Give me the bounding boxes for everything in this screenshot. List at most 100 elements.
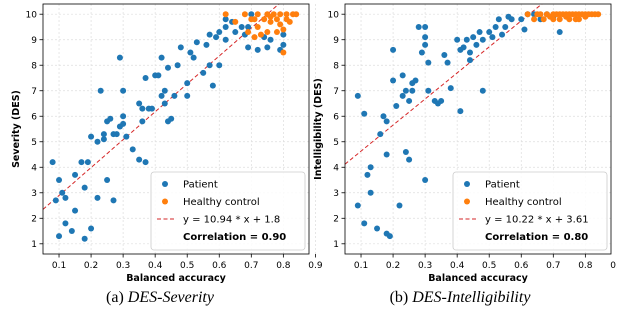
legend: Patient Healthy control y = 10.22 * x + 3.… <box>452 171 608 251</box>
patient-point <box>49 159 56 166</box>
control-point <box>531 16 538 23</box>
patient-point <box>425 87 432 94</box>
control-point <box>575 16 582 23</box>
patient-point <box>460 44 467 51</box>
patient-point <box>113 131 120 138</box>
patient-point <box>100 131 107 138</box>
control-point <box>232 18 239 25</box>
patient-point <box>518 16 525 23</box>
patient-point <box>107 115 114 122</box>
control-point <box>254 11 261 18</box>
y-axis-label: Intelligibility (DES) <box>313 78 324 180</box>
patient-point <box>164 64 171 71</box>
patient-point <box>94 138 101 145</box>
patient-point <box>52 197 59 204</box>
patient-point <box>81 235 88 242</box>
patient-point <box>486 29 493 36</box>
control-point <box>277 11 284 18</box>
patient-point <box>245 23 252 30</box>
patient-point <box>386 233 393 240</box>
patient-point <box>184 80 191 87</box>
y-tick-label: 3 <box>333 189 339 199</box>
control-point <box>251 34 258 41</box>
patient-point <box>206 62 213 69</box>
y-tick-label: 5 <box>31 138 37 148</box>
patient-point <box>209 82 216 89</box>
patient-point <box>232 29 239 36</box>
control-point <box>556 16 563 23</box>
patient-point <box>62 220 69 227</box>
control-point <box>566 16 573 23</box>
patient-point <box>129 146 136 153</box>
patient-point <box>495 16 502 23</box>
control-point <box>261 16 268 23</box>
patient-point <box>120 113 127 120</box>
patient-point <box>418 49 425 56</box>
patient-point <box>158 54 165 61</box>
control-point <box>286 18 293 25</box>
patient-point <box>222 36 229 43</box>
patient-point <box>361 110 368 117</box>
patient-point <box>457 108 464 115</box>
patient-point <box>406 156 413 163</box>
y-tick-label: 4 <box>333 163 339 173</box>
patient-point <box>120 87 127 94</box>
patient-point <box>479 36 486 43</box>
patient-point <box>222 23 229 30</box>
patient-point <box>72 207 79 214</box>
patient-point <box>422 23 429 30</box>
control-point <box>277 21 284 28</box>
caption-a-label: (a) <box>106 289 124 306</box>
x-tick-label: 0.1 <box>52 261 66 271</box>
legend-control-label: Healthy control <box>485 197 562 208</box>
patient-point <box>390 46 397 53</box>
patient-point <box>425 59 432 66</box>
patient-point <box>380 113 387 120</box>
x-tick-label: 0.7 <box>546 261 560 271</box>
x-tick-label: 0.4 <box>450 261 465 271</box>
y-tick-label: 1 <box>333 240 339 250</box>
control-point <box>280 26 287 33</box>
x-tick-label: 0.2 <box>386 261 400 271</box>
control-point <box>245 29 252 36</box>
patient-point <box>171 92 178 99</box>
patient-point <box>56 233 63 240</box>
patient-point <box>412 77 419 84</box>
y-tick-label: 9 <box>31 36 37 46</box>
legend-control-marker <box>464 198 470 205</box>
patient-point <box>142 74 149 81</box>
patient-point <box>499 31 506 38</box>
y-tick-label: 7 <box>31 87 37 97</box>
legend-fit-label: y = 10.94 * x + 1.8 <box>183 215 280 226</box>
patient-point <box>354 92 361 99</box>
control-point <box>267 18 274 25</box>
control-point <box>283 11 290 18</box>
patient-point <box>489 34 496 41</box>
caption-a-name: DES-Severity <box>127 289 214 306</box>
patient-point <box>56 177 63 184</box>
patient-point <box>521 26 528 33</box>
patient-point <box>422 177 429 184</box>
patient-point <box>193 39 200 46</box>
control-point <box>264 29 271 36</box>
patient-point <box>422 34 429 41</box>
plot-frame <box>344 3 612 255</box>
patient-point <box>556 29 563 36</box>
control-point <box>257 31 264 38</box>
patient-point <box>168 115 175 122</box>
patient-point <box>116 54 123 61</box>
patient-point <box>409 87 416 94</box>
patient-point <box>254 46 261 53</box>
control-point <box>273 29 280 36</box>
x-tick-label: 0.4 <box>148 261 163 271</box>
patient-point <box>59 189 66 196</box>
patient-point <box>476 29 483 36</box>
patient-point <box>200 69 207 76</box>
patient-point <box>97 87 104 94</box>
patient-point <box>383 118 390 125</box>
patient-point <box>383 151 390 158</box>
patient-point <box>148 105 155 112</box>
patient-point <box>280 31 287 38</box>
patient-point <box>177 44 184 51</box>
x-tick-label: 0.9 <box>308 261 323 271</box>
